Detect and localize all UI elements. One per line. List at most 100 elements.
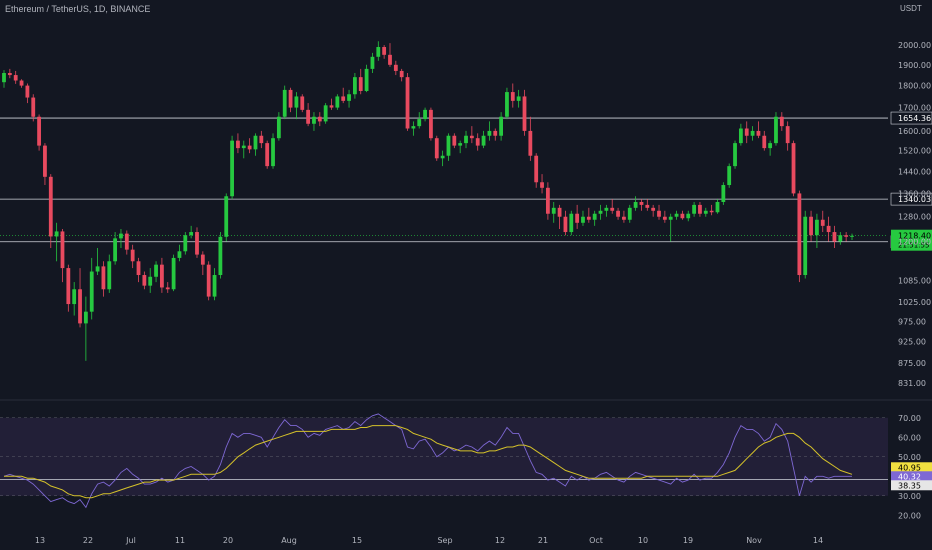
candle-body — [37, 116, 41, 146]
candle-body — [376, 47, 381, 57]
candle-body — [756, 130, 761, 136]
countdown-label: 21:51:55 — [898, 242, 929, 250]
candle-body — [13, 75, 18, 81]
candle-body — [382, 47, 387, 55]
candle-body — [347, 94, 351, 101]
candle-body — [581, 216, 585, 223]
candle-body — [709, 210, 714, 213]
time-tick-label: 12 — [495, 536, 505, 545]
time-tick-label: 22 — [83, 536, 93, 545]
candle-body — [101, 266, 106, 290]
rsi-tick-label: 50.00 — [898, 453, 921, 462]
candle-body — [692, 204, 696, 214]
candle-body — [364, 68, 369, 91]
candle-body — [464, 135, 468, 144]
price-tick-label: 875.00 — [898, 359, 926, 368]
candle-body — [674, 213, 679, 217]
candle-body — [633, 201, 638, 208]
candle-body — [797, 193, 802, 276]
candle-body — [43, 145, 47, 177]
time-axis[interactable]: 13 22 Jul 11 20 Aug 15 Sep 12 21 Oct 10 19 Nov 14 — [35, 536, 823, 545]
currency-label: USDT — [900, 4, 922, 13]
candle-body — [300, 96, 305, 110]
candle-body — [393, 64, 398, 71]
candle-body — [7, 72, 12, 76]
candle-body — [241, 145, 246, 149]
time-tick-label: 10 — [638, 536, 648, 545]
candle-body — [48, 176, 53, 237]
time-tick-label: 21 — [538, 536, 548, 545]
candle-body — [224, 196, 229, 237]
candle-body — [142, 275, 147, 286]
candle-body — [662, 216, 667, 220]
candle-body — [282, 89, 287, 117]
candle-body — [89, 271, 94, 312]
last-price-box — [891, 229, 932, 251]
price-tick-label: 975.00 — [898, 317, 926, 326]
candle-body — [25, 85, 30, 98]
time-tick-label: 20 — [223, 536, 233, 545]
candle-body — [750, 130, 755, 136]
candle-body — [528, 130, 533, 156]
candle-body — [60, 231, 65, 269]
candle-body — [779, 116, 784, 127]
candle-body — [686, 213, 691, 219]
candle-body — [727, 166, 732, 186]
candle-body — [183, 235, 188, 252]
candle-body — [540, 182, 544, 188]
candle-body — [639, 201, 644, 205]
candle-body — [31, 97, 36, 117]
candle-body — [119, 233, 123, 239]
candle-body — [774, 116, 778, 144]
candle-body — [452, 135, 457, 146]
candle-body — [844, 235, 849, 237]
price-tick-label: 1440.00 — [898, 167, 931, 176]
price-axis[interactable]: 2000.00 1900.00 1800.00 1700.00 1600.00 1520.… — [898, 41, 931, 388]
candle-body — [411, 126, 416, 129]
candle-body — [803, 216, 808, 276]
candle-body — [481, 135, 486, 146]
candle-body — [534, 155, 539, 183]
candle-body — [83, 311, 88, 324]
candle-body — [446, 135, 451, 156]
candle-body — [107, 261, 112, 290]
candle-body — [557, 207, 562, 217]
candle-body — [329, 105, 334, 108]
candle-body — [148, 276, 153, 286]
candle-body — [271, 138, 275, 167]
candle-body — [715, 201, 720, 213]
candle-body — [288, 89, 293, 108]
candle-body — [294, 96, 299, 108]
candle-body — [341, 96, 346, 101]
candle-body — [604, 207, 609, 211]
candle-body — [323, 105, 328, 122]
candle-body — [306, 109, 311, 124]
rsi-value-label: 40.32 — [898, 472, 921, 481]
candles — [2, 41, 854, 361]
candle-body — [598, 210, 603, 214]
time-tick-label: 14 — [813, 536, 823, 545]
candle-body — [165, 287, 170, 290]
price-tick-label: 1200.00 — [898, 238, 931, 247]
candle-body — [2, 72, 6, 83]
candle-body — [19, 80, 24, 86]
candle-body — [405, 77, 410, 129]
price-tick-label: 1800.00 — [898, 82, 931, 91]
candle-body — [434, 138, 439, 159]
time-tick-label: 13 — [35, 536, 45, 545]
time-tick-label: Aug — [281, 536, 297, 545]
rsi-value-label: 40.95 — [898, 463, 921, 472]
candle-body — [850, 235, 854, 237]
candle-body — [399, 70, 404, 78]
price-tick-label: 1600.00 — [898, 127, 931, 136]
candle-body — [78, 289, 82, 324]
candle-body — [54, 231, 59, 237]
candle-body — [668, 216, 673, 220]
candle-body — [440, 155, 445, 159]
candle-body — [124, 233, 129, 250]
price-tick-label: 1085.00 — [898, 276, 931, 285]
price-tick-label: 1700.00 — [898, 104, 931, 113]
candle-body — [206, 264, 211, 297]
